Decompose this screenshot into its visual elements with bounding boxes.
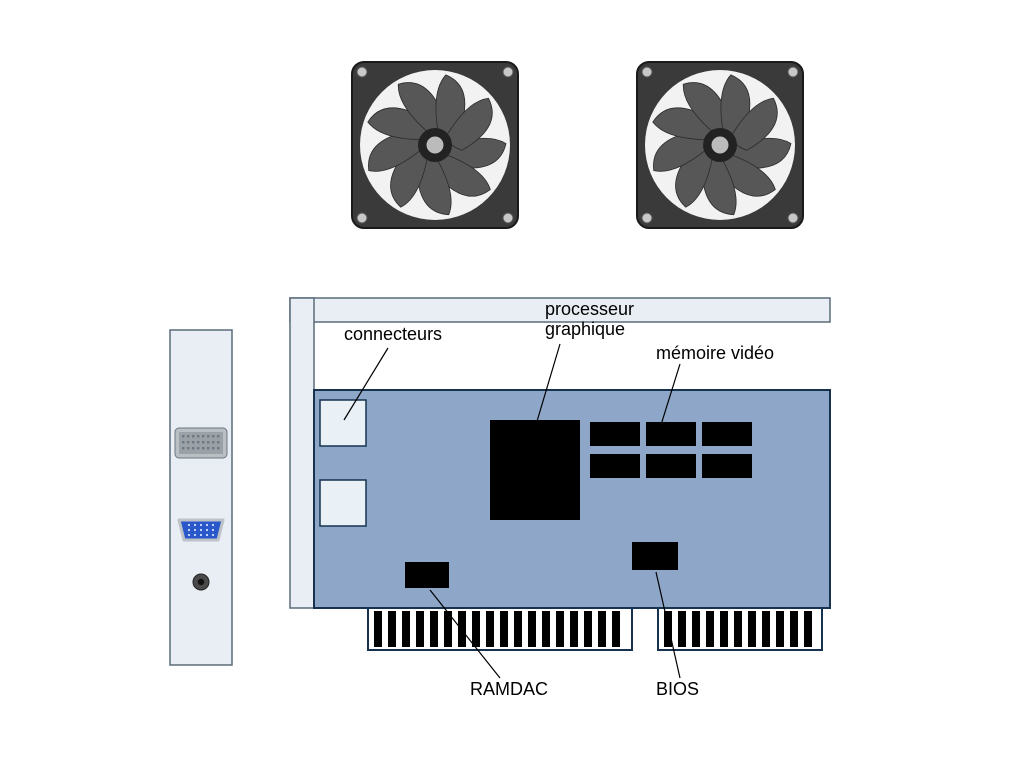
label-processeur-graphique: processeur graphique xyxy=(545,300,634,340)
label-bios: BIOS xyxy=(656,680,699,700)
diagram-stage: connecteurs processeur graphique mémoire… xyxy=(0,0,1024,781)
label-memoire-video: mémoire vidéo xyxy=(656,344,774,364)
graphics-card xyxy=(0,0,1024,781)
label-connecteurs: connecteurs xyxy=(344,325,442,345)
label-ramdac: RAMDAC xyxy=(470,680,548,700)
